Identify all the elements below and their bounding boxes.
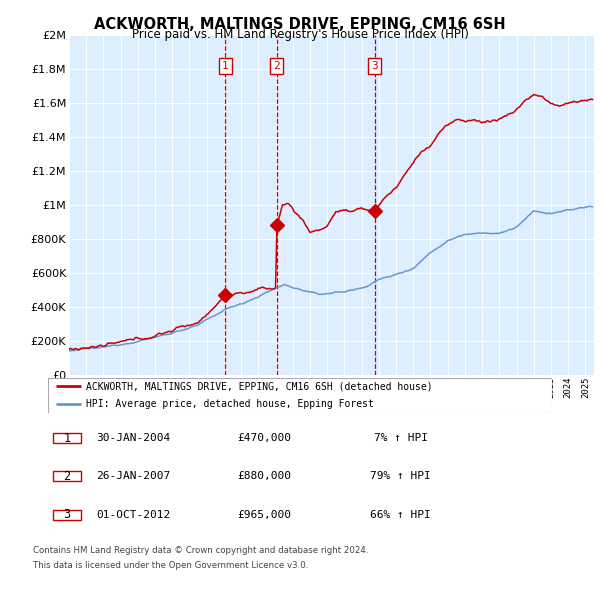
Text: £470,000: £470,000: [238, 433, 292, 443]
Text: 1: 1: [222, 61, 229, 71]
FancyBboxPatch shape: [53, 433, 81, 443]
Text: Contains HM Land Registry data © Crown copyright and database right 2024.: Contains HM Land Registry data © Crown c…: [33, 546, 368, 555]
Text: 2: 2: [274, 61, 280, 71]
Text: HPI: Average price, detached house, Epping Forest: HPI: Average price, detached house, Eppi…: [86, 399, 374, 409]
Text: 3: 3: [371, 61, 378, 71]
Text: 01-OCT-2012: 01-OCT-2012: [97, 510, 171, 520]
Text: £965,000: £965,000: [238, 510, 292, 520]
Text: 2: 2: [64, 470, 70, 483]
Text: 66% ↑ HPI: 66% ↑ HPI: [370, 510, 431, 520]
FancyBboxPatch shape: [53, 471, 81, 481]
Text: 26-JAN-2007: 26-JAN-2007: [97, 471, 171, 481]
Text: This data is licensed under the Open Government Licence v3.0.: This data is licensed under the Open Gov…: [33, 560, 308, 569]
Text: 7% ↑ HPI: 7% ↑ HPI: [374, 433, 428, 443]
Text: £880,000: £880,000: [238, 471, 292, 481]
Text: 79% ↑ HPI: 79% ↑ HPI: [370, 471, 431, 481]
Text: 3: 3: [64, 508, 70, 522]
Text: 30-JAN-2004: 30-JAN-2004: [97, 433, 171, 443]
Text: ACKWORTH, MALTINGS DRIVE, EPPING, CM16 6SH (detached house): ACKWORTH, MALTINGS DRIVE, EPPING, CM16 6…: [86, 382, 433, 391]
FancyBboxPatch shape: [53, 510, 81, 520]
Text: 1: 1: [64, 431, 70, 445]
Text: ACKWORTH, MALTINGS DRIVE, EPPING, CM16 6SH: ACKWORTH, MALTINGS DRIVE, EPPING, CM16 6…: [94, 17, 506, 31]
Text: Price paid vs. HM Land Registry's House Price Index (HPI): Price paid vs. HM Land Registry's House …: [131, 28, 469, 41]
